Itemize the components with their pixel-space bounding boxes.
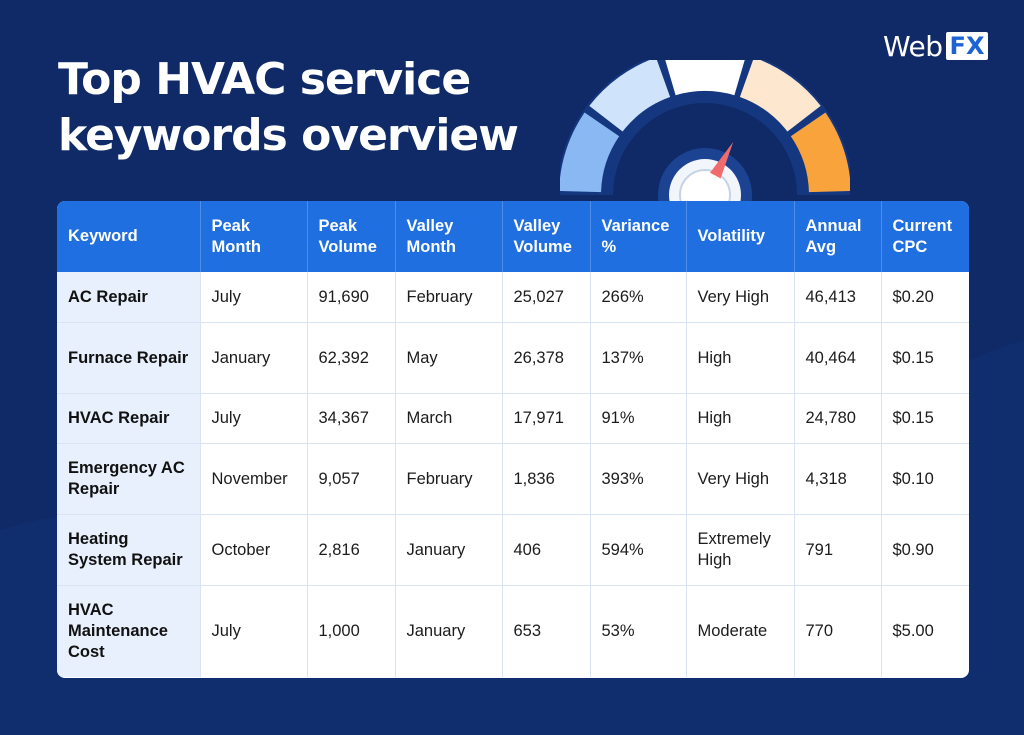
- gauge-icon: [560, 60, 850, 220]
- table-row: Furnace Repair January 62,392 May 26,378…: [57, 322, 969, 394]
- peak-volume-cell: 1,000: [307, 585, 396, 677]
- gauge-segment: [665, 60, 745, 96]
- keyword-cell: AC Repair: [57, 272, 201, 323]
- annual-avg-cell: 770: [794, 585, 882, 677]
- volatility-cell: High: [686, 393, 795, 444]
- peak-month-cell: July: [200, 393, 308, 444]
- keyword-cell: HVAC Maintenance Cost: [57, 585, 201, 677]
- peak-month-cell: November: [200, 443, 308, 515]
- annual-avg-cell: 791: [794, 514, 882, 586]
- keyword-cell: HVAC Repair: [57, 393, 201, 444]
- valley-volume-cell: 653: [502, 585, 591, 677]
- peak-month-cell: July: [200, 585, 308, 677]
- header-valley-volume: Valley Volume: [502, 201, 591, 272]
- gauge-segment: [739, 60, 821, 132]
- peak-month-cell: January: [200, 322, 308, 394]
- peak-volume-cell: 34,367: [307, 393, 396, 444]
- peak-month-cell: October: [200, 514, 308, 586]
- keywords-table: Keyword Peak Month Peak Volume Valley Mo…: [57, 201, 969, 678]
- header-volatility: Volatility: [686, 201, 795, 272]
- peak-volume-cell: 2,816: [307, 514, 396, 586]
- header-current-cpc: Current CPC: [881, 201, 969, 272]
- valley-month-cell: May: [395, 322, 503, 394]
- page-title: Top HVAC service keywords overview: [58, 54, 519, 161]
- peak-volume-cell: 91,690: [307, 272, 396, 323]
- header-keyword: Keyword: [57, 201, 201, 272]
- logo-web-text: Web: [883, 29, 943, 63]
- table-header-row: Keyword Peak Month Peak Volume Valley Mo…: [57, 201, 969, 272]
- header-valley-month: Valley Month: [395, 201, 503, 272]
- peak-volume-cell: 9,057: [307, 443, 396, 515]
- keyword-cell: Heating System Repair: [57, 514, 201, 586]
- valley-volume-cell: 25,027: [502, 272, 591, 323]
- table-row: Emergency AC Repair November 9,057 Febru…: [57, 443, 969, 515]
- current-cpc-cell: $0.15: [881, 322, 969, 394]
- table-row: Heating System Repair October 2,816 Janu…: [57, 514, 969, 586]
- annual-avg-cell: 24,780: [794, 393, 882, 444]
- valley-month-cell: January: [395, 585, 503, 677]
- logo-fx-badge: FX: [945, 32, 989, 60]
- current-cpc-cell: $0.90: [881, 514, 969, 586]
- gauge-needle: [710, 142, 734, 179]
- table-row: HVAC Repair July 34,367 March 17,971 91%…: [57, 393, 969, 444]
- volatility-cell: Extremely High: [686, 514, 795, 586]
- header-peak-volume: Peak Volume: [307, 201, 396, 272]
- volatility-cell: High: [686, 322, 795, 394]
- variance-cell: 53%: [590, 585, 687, 677]
- variance-cell: 91%: [590, 393, 687, 444]
- current-cpc-cell: $0.10: [881, 443, 969, 515]
- gauge-segment: [589, 60, 671, 132]
- gauge-segment: [560, 112, 620, 193]
- variance-cell: 594%: [590, 514, 687, 586]
- annual-avg-cell: 40,464: [794, 322, 882, 394]
- valley-month-cell: March: [395, 393, 503, 444]
- header-peak-month: Peak Month: [200, 201, 308, 272]
- volatility-cell: Moderate: [686, 585, 795, 677]
- current-cpc-cell: $0.15: [881, 393, 969, 444]
- webfx-logo: Web FX: [883, 29, 989, 63]
- valley-volume-cell: 17,971: [502, 393, 591, 444]
- header-variance: Variance %: [590, 201, 687, 272]
- table-row: HVAC Maintenance Cost July 1,000 January…: [57, 585, 969, 677]
- variance-cell: 137%: [590, 322, 687, 394]
- annual-avg-cell: 4,318: [794, 443, 882, 515]
- variance-cell: 393%: [590, 443, 687, 515]
- volatility-cell: Very High: [686, 272, 795, 323]
- gauge-segment: [790, 112, 850, 193]
- peak-volume-cell: 62,392: [307, 322, 396, 394]
- valley-month-cell: January: [395, 514, 503, 586]
- keyword-cell: Furnace Repair: [57, 322, 201, 394]
- current-cpc-cell: $5.00: [892, 622, 934, 640]
- valley-volume-cell: 26,378: [502, 322, 591, 394]
- variance-cell: 266%: [590, 272, 687, 323]
- annual-avg-cell: 46,413: [794, 272, 882, 323]
- valley-volume-cell: 406: [502, 514, 591, 586]
- keyword-cell: Emergency AC Repair: [57, 443, 201, 515]
- volatility-cell: Very High: [686, 443, 795, 515]
- valley-month-cell: February: [395, 272, 503, 323]
- current-cpc-cell: $0.20: [881, 272, 969, 323]
- table-row: AC Repair July 91,690 February 25,027 26…: [57, 272, 969, 323]
- valley-month-cell: February: [395, 443, 503, 515]
- peak-month-cell: July: [200, 272, 308, 323]
- header-annual-avg: Annual Avg: [794, 201, 882, 272]
- valley-volume-cell: 1,836: [502, 443, 591, 515]
